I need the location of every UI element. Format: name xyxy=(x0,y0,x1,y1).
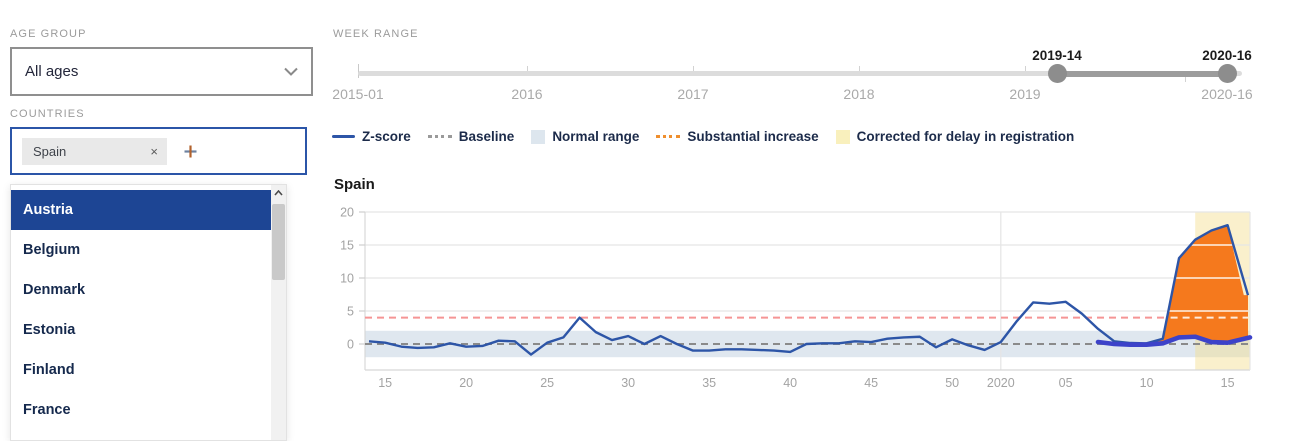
x-tick-label: 50 xyxy=(945,376,959,390)
legend-label: Baseline xyxy=(458,129,515,144)
week-range-slider[interactable]: 2019-14 2020-16 2015-01 2016 2017 2018 2019 202… xyxy=(330,0,1307,110)
slider-end-value: 2020-16 xyxy=(1202,48,1252,63)
x-tick-label: 35 xyxy=(702,376,716,390)
chart-legend: Z-score Baseline Normal range Substantial i… xyxy=(332,129,1074,144)
legend-swatch xyxy=(656,135,681,138)
legend-item-corrected-for-delay-in-registration: Corrected for delay in registration xyxy=(835,129,1075,144)
country-tag-label: Spain xyxy=(33,143,67,159)
age-group-value: All ages xyxy=(25,63,79,80)
uncorrected-z-score-line xyxy=(1095,334,1253,347)
country-list-item-france[interactable]: France xyxy=(23,402,71,418)
slider-axis-label: 2018 xyxy=(843,86,875,102)
slider-axis-label: 2017 xyxy=(677,86,709,102)
slider-start-value: 2019-14 xyxy=(1032,48,1082,63)
x-tick-label: 15 xyxy=(378,376,392,390)
chevron-up-icon xyxy=(274,190,283,196)
excess-mortality-area xyxy=(1146,225,1248,345)
y-tick-label: 5 xyxy=(347,305,354,319)
legend-item-substantial-increase: Substantial increase xyxy=(656,129,819,144)
week-range-label: WEEK RANGE xyxy=(333,28,419,40)
legend-label: Substantial increase xyxy=(687,129,819,144)
slider-year-tick xyxy=(1185,73,1186,82)
legend-item-normal-range: Normal range xyxy=(531,129,639,144)
country-list-item-austria[interactable]: Austria xyxy=(11,190,271,230)
age-group-select[interactable]: All ages xyxy=(10,47,313,96)
country-list-item-belgium[interactable]: Belgium xyxy=(23,242,81,258)
chart-title: Spain xyxy=(334,176,375,193)
x-tick-label: 45 xyxy=(864,376,878,390)
slider-axis-label: 2015-01 xyxy=(332,86,384,102)
slider-axis-label: 2019 xyxy=(1009,86,1041,102)
legend-label: Normal range xyxy=(552,129,640,144)
age-group-label: AGE GROUP xyxy=(10,28,87,40)
y-tick-label: 15 xyxy=(340,239,354,253)
chevron-down-icon xyxy=(284,67,298,76)
scroll-up-button[interactable] xyxy=(271,185,286,201)
x-tick-label: 15 xyxy=(1221,376,1235,390)
y-tick-label: 20 xyxy=(340,206,354,220)
legend-swatch xyxy=(332,135,355,138)
slider-max-label: 2020-16 xyxy=(1201,86,1253,102)
legend-label: Z-score xyxy=(362,129,411,144)
y-tick-label: 10 xyxy=(340,272,354,286)
slider-track[interactable] xyxy=(358,71,1242,76)
legend-item-baseline: Baseline xyxy=(427,129,515,144)
x-tick-label: 20 xyxy=(459,376,473,390)
country-list: Austria Belgium Denmark Estonia Finland Franc… xyxy=(11,190,271,430)
slider-handle-start[interactable] xyxy=(1047,64,1067,83)
x-tick-label: 25 xyxy=(540,376,554,390)
legend-swatch xyxy=(835,129,850,144)
legend-swatch xyxy=(531,129,546,144)
slider-handle-end[interactable] xyxy=(1217,64,1237,83)
z-score-line xyxy=(368,223,1250,356)
legend-label: Corrected for delay in registration xyxy=(856,129,1075,144)
country-list-item-finland[interactable]: Finland xyxy=(23,362,75,378)
country-list-item-denmark[interactable]: Denmark xyxy=(23,282,86,298)
legend-swatch xyxy=(427,135,452,138)
x-tick-label: 10 xyxy=(1140,376,1154,390)
legend-item-z-score: Z-score xyxy=(332,129,411,144)
y-tick-label: 0 xyxy=(347,338,354,352)
countries-input[interactable]: Spain × xyxy=(10,127,307,175)
x-tick-label: 40 xyxy=(783,376,797,390)
x-tick-label: 30 xyxy=(621,376,635,390)
add-country-button[interactable] xyxy=(183,144,198,159)
slider-selected-range[interactable] xyxy=(1057,70,1227,77)
x-tick-label: 2020 xyxy=(987,376,1015,390)
country-list-item-estonia[interactable]: Estonia xyxy=(23,322,76,338)
remove-tag-icon[interactable]: × xyxy=(150,143,158,159)
country-list-panel: Austria Belgium Denmark Estonia Finland Franc… xyxy=(10,184,287,441)
slider-axis-label: 2016 xyxy=(511,86,543,102)
scrollbar-thumb[interactable] xyxy=(272,204,285,280)
country-tag-spain[interactable]: Spain × xyxy=(22,137,167,165)
countries-label: COUNTRIES xyxy=(10,108,85,120)
main-panel: WEEK RANGE 2019-14 2020-16 2015-01 2016 2017… xyxy=(330,0,1307,441)
x-tick-label: 05 xyxy=(1059,376,1073,390)
add-country-plus-icon xyxy=(184,145,197,157)
country-list-scrollbar[interactable] xyxy=(271,185,286,440)
